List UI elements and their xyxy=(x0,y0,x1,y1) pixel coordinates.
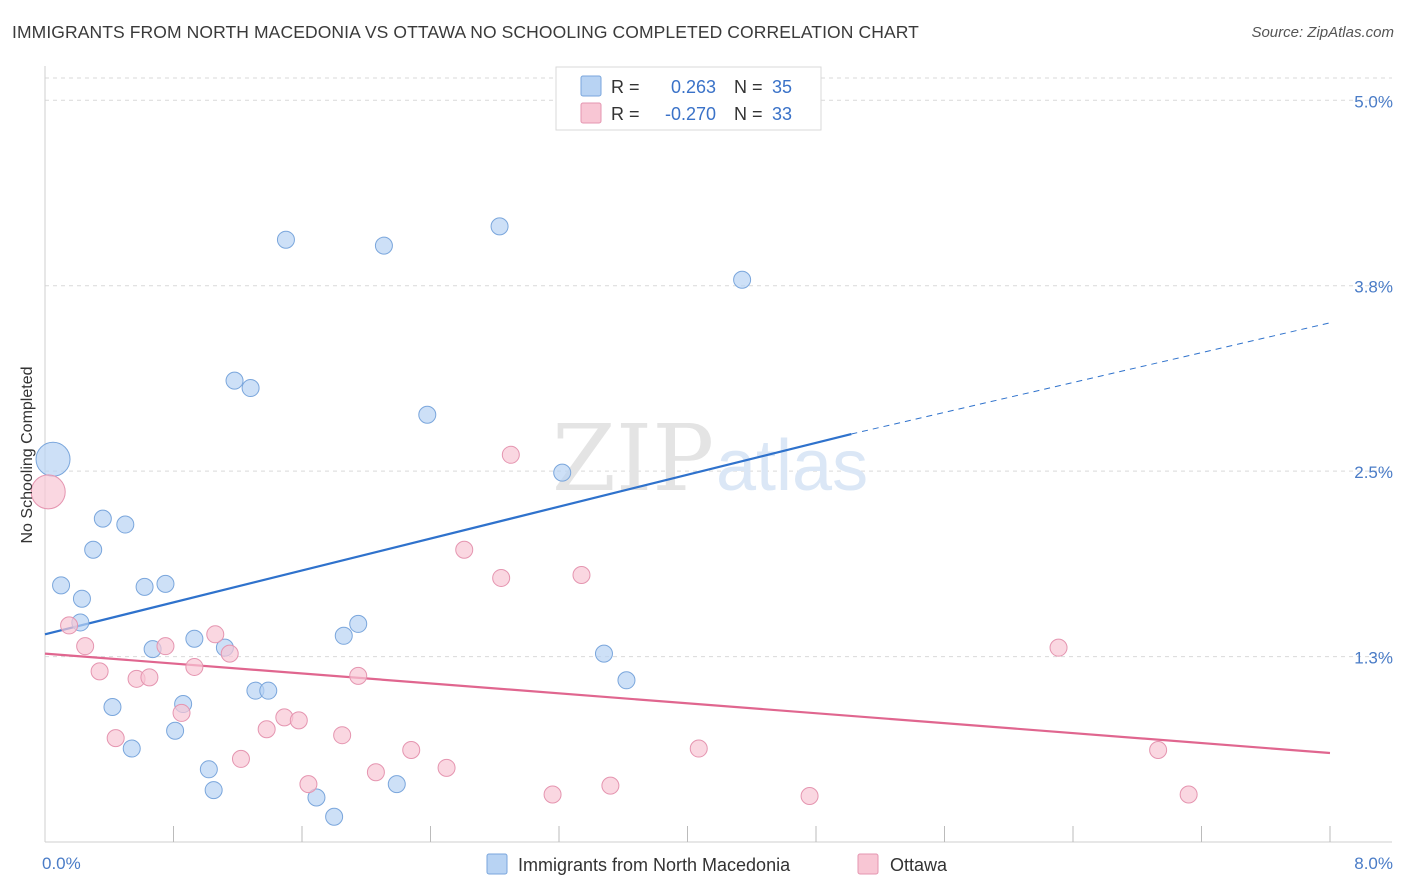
watermark-zip: ZIP xyxy=(552,405,714,512)
y-tick-label-1: 2.5% xyxy=(1354,463,1393,482)
point-pink-20 xyxy=(402,741,421,760)
stats-legend-swatch-blue xyxy=(580,75,602,97)
trend-lines xyxy=(44,322,1331,755)
series-legend-swatch-pink xyxy=(857,853,879,875)
point-pink-29 xyxy=(800,787,819,806)
point-blue-23 xyxy=(307,788,326,807)
point-pink-0 xyxy=(30,474,66,510)
data-points xyxy=(30,217,1198,826)
point-blue-15 xyxy=(199,760,218,779)
point-blue-7 xyxy=(116,515,135,534)
point-pink-16 xyxy=(299,775,318,794)
series-legend: Immigrants from North Macedonia Ottawa xyxy=(486,853,948,875)
point-blue-32 xyxy=(594,644,613,663)
point-pink-17 xyxy=(333,726,352,745)
point-pink-12 xyxy=(231,749,250,768)
point-blue-34 xyxy=(733,270,752,289)
y-tick-label-0: 1.3% xyxy=(1354,649,1393,668)
point-pink-15 xyxy=(289,711,308,730)
point-blue-30 xyxy=(490,217,509,236)
point-pink-7 xyxy=(156,637,175,656)
point-blue-6 xyxy=(103,698,122,717)
stats-n-label-pink: N = xyxy=(734,104,763,124)
stats-r-label-blue: R = xyxy=(611,77,640,97)
point-blue-3 xyxy=(72,589,91,608)
tick-labels: 1.3% 2.5% 3.8% 5.0% 0.0% 8.0% xyxy=(42,92,1393,873)
point-pink-24 xyxy=(501,445,520,464)
point-blue-28 xyxy=(387,775,406,794)
point-pink-27 xyxy=(601,776,620,795)
point-pink-31 xyxy=(1149,741,1168,760)
y-axis-label: No Schooling Completed xyxy=(19,366,36,544)
stats-legend: R = 0.263 N = 35 R = -0.270 N = 33 xyxy=(555,66,822,131)
source-label: Source: ZipAtlas.com xyxy=(1251,24,1394,41)
point-pink-23 xyxy=(492,568,511,587)
point-pink-14 xyxy=(275,708,294,727)
series-legend-swatch-blue xyxy=(486,853,508,875)
point-blue-16 xyxy=(204,781,223,800)
point-pink-3 xyxy=(90,662,109,681)
point-blue-24 xyxy=(325,807,344,826)
point-pink-2 xyxy=(76,637,95,656)
stats-r-value-blue: 0.263 xyxy=(671,77,716,97)
point-blue-18 xyxy=(225,371,244,390)
y-tick-label-3: 5.0% xyxy=(1354,92,1393,111)
point-blue-27 xyxy=(374,236,393,255)
point-pink-13 xyxy=(257,720,276,739)
point-pink-18 xyxy=(349,666,368,685)
point-blue-12 xyxy=(166,721,185,740)
point-pink-1 xyxy=(60,616,79,635)
series-legend-label-pink: Ottawa xyxy=(890,855,948,875)
point-blue-9 xyxy=(135,577,154,596)
series-legend-label-blue: Immigrants from North Macedonia xyxy=(518,855,791,875)
point-blue-14 xyxy=(185,629,204,648)
y-tick-label-2: 3.8% xyxy=(1354,278,1393,297)
x-tick-label-0: 0.0% xyxy=(42,854,81,873)
stats-n-value-pink: 33 xyxy=(772,104,792,124)
point-blue-31 xyxy=(553,463,572,482)
point-blue-19 xyxy=(241,379,260,398)
watermark-atlas: atlas xyxy=(716,426,868,506)
stats-n-value-blue: 35 xyxy=(772,77,792,97)
chart-title: IMMIGRANTS FROM NORTH MACEDONIA VS OTTAW… xyxy=(12,22,919,42)
point-pink-32 xyxy=(1179,785,1198,804)
point-pink-30 xyxy=(1049,638,1068,657)
point-blue-4 xyxy=(84,540,103,559)
point-blue-5 xyxy=(93,509,112,528)
point-pink-6 xyxy=(140,668,159,687)
point-blue-11 xyxy=(156,574,175,593)
gridlines xyxy=(45,77,1392,658)
point-pink-22 xyxy=(455,540,474,559)
point-pink-8 xyxy=(172,703,191,722)
x-tick-label-1: 8.0% xyxy=(1354,854,1393,873)
point-blue-22 xyxy=(276,230,295,249)
point-blue-33 xyxy=(617,671,636,690)
trend-line-blue xyxy=(44,432,852,636)
point-pink-28 xyxy=(689,739,708,758)
trend-line-pink xyxy=(44,652,1331,755)
point-blue-0 xyxy=(35,441,71,477)
point-pink-26 xyxy=(572,565,591,584)
point-pink-19 xyxy=(366,763,385,782)
point-pink-11 xyxy=(220,644,239,663)
point-blue-1 xyxy=(52,576,71,595)
point-blue-29 xyxy=(418,405,437,424)
point-blue-25 xyxy=(334,626,353,645)
point-pink-10 xyxy=(206,625,225,644)
point-pink-9 xyxy=(185,657,204,676)
point-pink-25 xyxy=(543,785,562,804)
watermark: ZIP atlas xyxy=(552,405,868,512)
point-blue-26 xyxy=(349,614,368,633)
trend-line-blue-dashed xyxy=(851,322,1331,435)
point-pink-21 xyxy=(437,758,456,777)
point-pink-4 xyxy=(106,729,125,748)
point-blue-8 xyxy=(122,739,141,758)
point-blue-21 xyxy=(259,681,278,700)
stats-r-label-pink: R = xyxy=(611,104,640,124)
stats-legend-swatch-pink xyxy=(580,102,602,124)
stats-r-value-pink: -0.270 xyxy=(665,104,716,124)
stats-n-label-blue: N = xyxy=(734,77,763,97)
